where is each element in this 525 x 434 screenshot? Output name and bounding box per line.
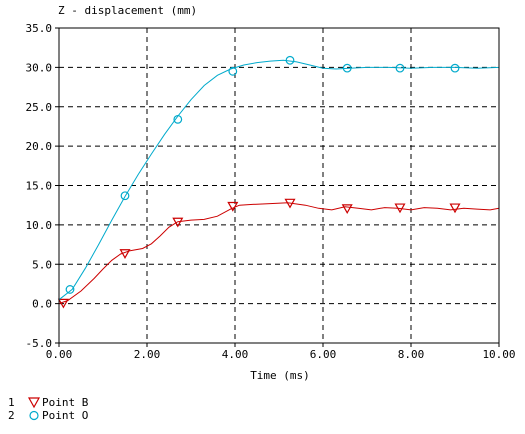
legend-label: Point B bbox=[42, 396, 89, 409]
x-tick-label: 10.00 bbox=[482, 348, 515, 361]
data-point bbox=[228, 66, 238, 76]
data-point bbox=[284, 198, 296, 209]
data-point bbox=[227, 201, 239, 212]
legend: 1 Point B 2 Point O bbox=[8, 396, 88, 422]
y-tick-label: 20.0 bbox=[26, 140, 53, 153]
data-point bbox=[395, 63, 405, 73]
series-layer bbox=[57, 55, 500, 309]
y-tick-label: 30.0 bbox=[26, 61, 53, 74]
series-line-point-o bbox=[58, 59, 500, 301]
x-tick-label: 2.00 bbox=[134, 348, 161, 361]
x-tick-label: 8.00 bbox=[398, 348, 425, 361]
legend-label: Point O bbox=[42, 409, 89, 422]
data-point bbox=[341, 204, 353, 215]
x-tick-label: 6.00 bbox=[310, 348, 337, 361]
y-tick-label: 15.0 bbox=[26, 180, 53, 193]
data-point bbox=[449, 203, 461, 214]
series-line-point-b bbox=[58, 202, 500, 305]
y-tick-label: -5.0 bbox=[26, 337, 53, 350]
y-tick-label: 5.0 bbox=[32, 258, 52, 271]
x-tick-label: 0.00 bbox=[46, 348, 73, 361]
y-tick-label: 10.0 bbox=[26, 219, 53, 232]
data-point bbox=[172, 217, 184, 228]
x-axis-label: Time (ms) bbox=[250, 369, 310, 382]
y-axis-ticks: -5.0 0.0 5.0 10.0 15.0 20.0 25.0 30.0 35.0 bbox=[26, 22, 59, 350]
legend-index: 2 bbox=[8, 409, 15, 422]
y-tick-label: 35.0 bbox=[26, 22, 53, 35]
triangle-down-icon bbox=[27, 397, 41, 409]
data-point bbox=[119, 249, 131, 259]
data-point bbox=[173, 114, 183, 124]
y-tick-label: 0.0 bbox=[32, 298, 52, 311]
data-point bbox=[65, 285, 75, 294]
data-point bbox=[285, 55, 295, 65]
legend-item-point-o: 2 Point O bbox=[8, 409, 88, 422]
grid bbox=[59, 28, 499, 343]
circle-icon bbox=[29, 410, 39, 421]
legend-item-point-b: 1 Point B bbox=[8, 396, 88, 409]
data-point bbox=[120, 191, 130, 201]
x-axis-ticks: 0.00 2.00 4.00 6.00 8.00 10.00 bbox=[46, 343, 516, 361]
plot-frame bbox=[58, 27, 500, 344]
y-tick-label: 25.0 bbox=[26, 101, 53, 114]
x-tick-label: 4.00 bbox=[222, 348, 249, 361]
data-point bbox=[57, 298, 69, 309]
data-point bbox=[394, 203, 406, 214]
data-point bbox=[450, 63, 460, 73]
data-point bbox=[342, 63, 352, 73]
legend-index: 1 bbox=[8, 396, 15, 409]
chart-title: Z - displacement (mm) bbox=[58, 4, 197, 17]
